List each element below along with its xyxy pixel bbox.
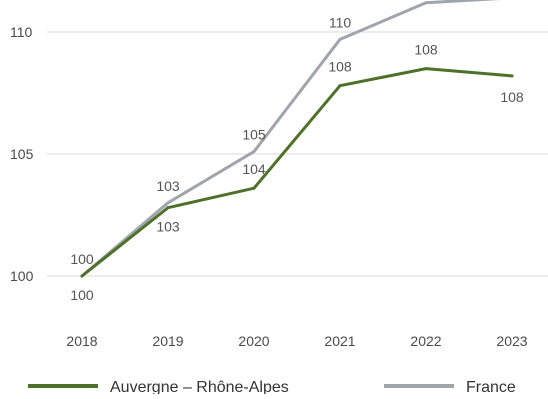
data-point: [424, 67, 428, 71]
data-point: [166, 201, 170, 205]
data-label: 100: [70, 287, 94, 303]
data-point: [338, 84, 342, 88]
data-point: [166, 206, 170, 210]
x-axis-ticks: 2018 2019 2020 2021 2022 2023: [66, 333, 527, 349]
legend-label: Auvergne – Rhône-Alpes: [110, 379, 289, 394]
x-tick-label: 2018: [66, 333, 97, 349]
data-point: [252, 186, 256, 190]
data-point: [424, 1, 428, 5]
data-label: 108: [414, 42, 438, 58]
x-tick-label: 2019: [152, 333, 183, 349]
legend: Auvergne – Rhône-Alpes France: [28, 379, 516, 396]
y-axis-ticks: 100 105 110: [10, 24, 34, 284]
gridlines: [47, 31, 548, 277]
y-tick-label: 105: [10, 146, 34, 162]
data-label: 103: [156, 178, 180, 194]
x-tick-label: 2020: [238, 333, 269, 349]
y-tick-label: 100: [10, 268, 34, 284]
series-line-0: [80, 0, 501, 278]
y-tick-label: 110: [10, 24, 33, 40]
data-label: 104: [242, 161, 266, 177]
series-line-1: [80, 67, 514, 278]
x-tick-label: 2022: [410, 333, 441, 349]
x-tick-label: 2023: [496, 333, 527, 349]
data-point: [80, 274, 84, 278]
data-label: 110: [329, 14, 352, 30]
data-label: 100: [70, 251, 94, 267]
data-point: [252, 150, 256, 154]
data-label: 105: [242, 127, 266, 143]
legend-label: France: [466, 379, 516, 394]
data-point: [510, 74, 514, 78]
data-label: 108: [328, 59, 352, 75]
data-point: [338, 37, 342, 41]
x-tick-label: 2021: [324, 333, 355, 349]
data-label: 103: [156, 219, 180, 235]
data-labels: 100103105110111112100103104108108108: [70, 14, 524, 303]
data-label: 108: [500, 89, 524, 105]
series-lines: [80, 0, 514, 278]
